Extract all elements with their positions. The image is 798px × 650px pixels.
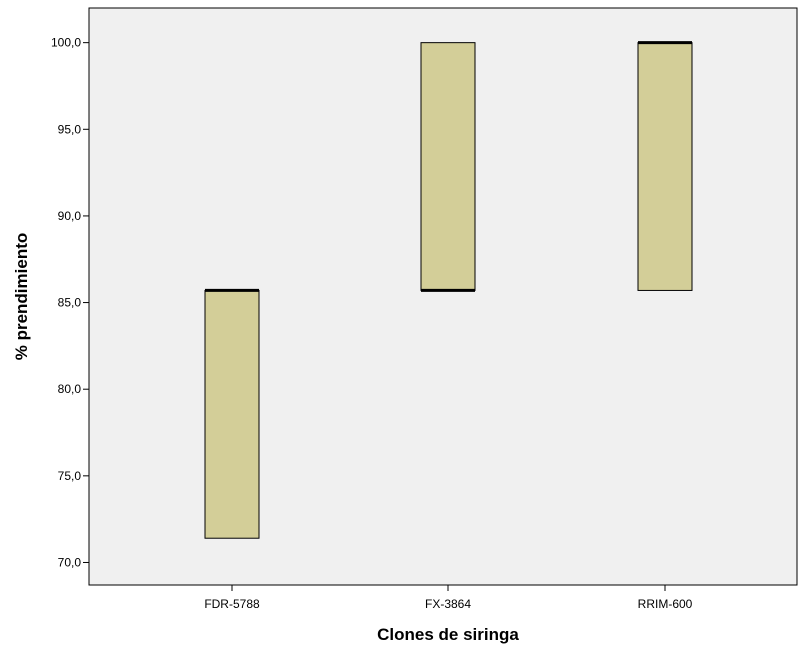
y-tick-label: 70,0 <box>58 555 82 569</box>
y-tick-label: 80,0 <box>58 382 82 396</box>
y-axis: 70,0 75,0 80,0 85,0 90,0 95,0 100,0 <box>51 36 89 569</box>
y-axis-title: % prendimiento <box>12 233 31 361</box>
box-fx-3864 <box>420 42 476 291</box>
x-axis: FDR-5788 FX-3864 RRIM-600 <box>204 585 693 611</box>
box-fdr-5788 <box>204 289 260 539</box>
x-tick-label: FX-3864 <box>425 597 471 611</box>
x-tick-label: FDR-5788 <box>204 597 260 611</box>
x-axis-title: Clones de siringa <box>377 625 519 644</box>
y-tick-label: 100,0 <box>51 36 81 50</box>
y-tick-label: 90,0 <box>58 209 82 223</box>
y-tick-label: 95,0 <box>58 122 82 136</box>
box-rrim-600 <box>637 42 693 291</box>
y-tick-label: 85,0 <box>58 296 82 310</box>
boxes-group <box>204 41 693 539</box>
x-tick-label: RRIM-600 <box>638 597 693 611</box>
y-tick-label: 75,0 <box>58 469 82 483</box>
